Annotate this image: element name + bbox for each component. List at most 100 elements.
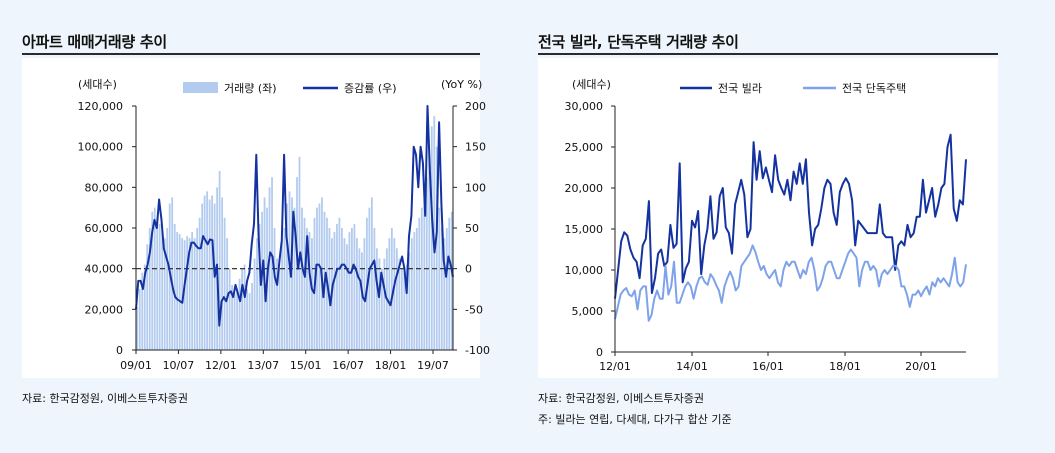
volume-bar (338, 217, 341, 350)
volume-bar (286, 203, 288, 350)
volume-bar (293, 207, 296, 350)
volume-bar (193, 238, 196, 350)
volume-bar (363, 238, 366, 350)
volume-bar (358, 248, 361, 350)
volume-bar (226, 238, 229, 350)
y2-tick-label: 0 (465, 263, 472, 276)
volume-bar (433, 116, 436, 350)
x-tick-label: 15/01 (290, 359, 322, 372)
volume-bar (211, 195, 214, 350)
volume-bar (138, 289, 141, 350)
y-tick-label: 40,000 (85, 263, 124, 276)
volume-bar (276, 258, 278, 350)
volume-bar (440, 228, 443, 350)
volume-bar (143, 264, 146, 350)
volume-bar (268, 187, 271, 350)
legend-bar-label: 거래량 (좌) (224, 82, 277, 95)
volume-bar (420, 207, 423, 350)
volume-bar (256, 238, 258, 350)
y2-tick-label: -100 (465, 344, 490, 357)
volume-bar (410, 238, 413, 350)
left-title-rule (22, 53, 480, 55)
volume-bar (308, 232, 311, 350)
right-note: 주: 빌라는 연립, 다세대, 다가구 합산 기준 (538, 413, 732, 426)
y-tick-label: 15,000 (565, 223, 604, 236)
x-tick-label: 09/01 (120, 359, 152, 372)
volume-bar (368, 207, 371, 350)
y2-tick-label: -50 (465, 303, 483, 316)
volume-bar (316, 207, 318, 350)
volume-bar (383, 258, 386, 350)
volume-bar (183, 240, 186, 350)
left-source: 자료: 한국감정원, 이베스트투자증권 (22, 392, 188, 405)
volume-bar (231, 284, 233, 350)
volume-bar (191, 232, 194, 350)
legend-line-label: 증감률 (우) (344, 82, 397, 95)
right-plot-area (538, 58, 998, 378)
x-tick-label: 13/07 (247, 359, 279, 372)
volume-bar (390, 228, 393, 350)
volume-bar (403, 272, 406, 350)
volume-bar (181, 238, 184, 350)
y-tick-label: 5,000 (572, 305, 604, 318)
legend-villa-label: 전국 빌라 (718, 82, 762, 95)
volume-bar (176, 232, 179, 350)
volume-bar (166, 228, 169, 350)
right-chart-axes: 30,000 25,000 20,000 15,000 10,000 5,000 012/0… (565, 100, 966, 373)
volume-bar (351, 228, 353, 350)
yoy-line (135, 105, 454, 327)
y2-tick-label: 200 (465, 100, 486, 113)
right-y-unit: (YoY %) (441, 78, 482, 91)
volume-bar (318, 203, 321, 350)
y-tick-label: 30,000 (565, 100, 604, 113)
volume-bar (173, 223, 176, 350)
y-tick-label: 80,000 (85, 181, 124, 194)
volume-bar (306, 228, 308, 350)
volume-bar (206, 191, 209, 350)
volume-bar (153, 207, 156, 350)
volume-bar (196, 228, 199, 350)
legend-bar-swatch (183, 82, 218, 93)
volume-bar (178, 234, 181, 350)
left-y-unit: (세대수) (78, 78, 117, 91)
x-tick-label: 14/01 (676, 360, 708, 373)
y-tick-label: 0 (596, 346, 603, 359)
volume-bar (333, 232, 336, 350)
x-tick-label: 12/01 (599, 360, 631, 373)
volume-bar (445, 228, 448, 350)
volume-bar (156, 217, 159, 350)
x-tick-label: 20/01 (905, 360, 937, 373)
x-tick-label: 10/07 (163, 359, 195, 372)
volume-bar (236, 289, 238, 350)
volume-bar (311, 238, 313, 350)
volume-bar (438, 207, 441, 350)
volume-bar (163, 238, 166, 350)
x-tick-label: 18/01 (375, 359, 407, 372)
x-tick-label: 19/07 (417, 359, 449, 372)
volume-bar (388, 238, 391, 350)
volume-bar (346, 244, 348, 350)
volume-bar (398, 258, 401, 350)
right-chart-y-unit: (세대수) (572, 78, 611, 91)
volume-bar (281, 238, 283, 350)
volume-bar (221, 197, 224, 350)
y-tick-label: 0 (116, 344, 123, 357)
legend-detached-label: 전국 단독주택 (842, 82, 906, 95)
volume-bar (161, 232, 164, 350)
volume-bar (443, 238, 446, 350)
y-tick-label: 25,000 (565, 141, 604, 154)
volume-bar (233, 293, 236, 350)
volume-bar (301, 207, 303, 350)
volume-bar (430, 126, 433, 350)
volume-bar (203, 195, 206, 350)
y-tick-label: 20,000 (85, 303, 124, 316)
y-tick-label: 100,000 (78, 141, 124, 154)
volume-bar (353, 223, 356, 350)
volume-bar (148, 228, 151, 350)
volume-bar (151, 211, 154, 350)
volume-bar (356, 238, 358, 350)
volume-bar (418, 217, 421, 350)
volume-bar (348, 232, 351, 350)
volume-bar (186, 236, 189, 350)
